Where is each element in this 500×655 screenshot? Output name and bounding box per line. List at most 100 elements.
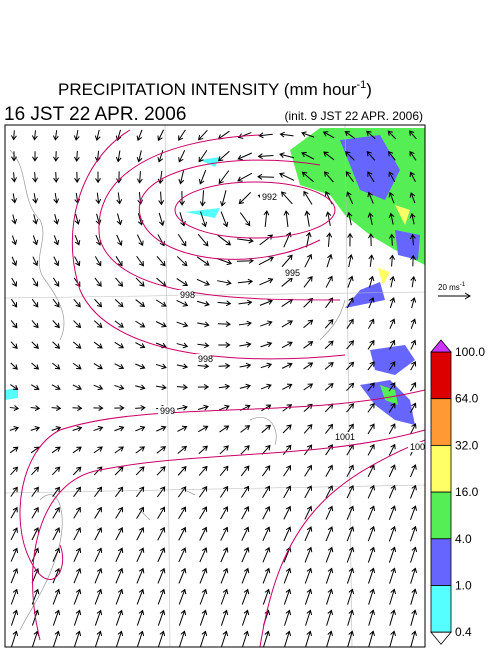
wind-arrow — [94, 588, 103, 605]
wind-arrow — [74, 213, 81, 225]
wind-arrow — [72, 405, 83, 411]
wind-arrow — [51, 425, 62, 432]
wind-arrow — [241, 567, 250, 584]
wind-arrow — [367, 443, 375, 456]
isobar-label: 998 — [198, 354, 213, 364]
wind-arrow — [304, 253, 313, 268]
wind-arrow — [346, 382, 355, 392]
wind-arrow — [178, 588, 187, 605]
wind-arrow — [93, 341, 103, 349]
wind-arrow — [283, 526, 292, 542]
isobar-label: 998 — [180, 290, 195, 300]
colorbar-label: 64.0 — [455, 392, 479, 406]
wind-arrow — [388, 150, 396, 161]
coastline — [319, 299, 346, 341]
wind-arrow — [11, 630, 19, 647]
wind-arrow — [198, 170, 207, 185]
wind-arrow — [283, 588, 292, 605]
wind-arrow — [367, 171, 375, 183]
wind-arrow — [135, 446, 146, 454]
precip-area — [378, 205, 410, 285]
precip-area — [340, 135, 420, 260]
wind-arrow — [72, 466, 82, 476]
wind-arrow — [218, 383, 231, 390]
wind-arrow — [11, 235, 18, 246]
wind-arrow — [135, 342, 146, 349]
wind-arrow — [177, 465, 187, 476]
wind-arrow — [368, 275, 375, 288]
wind-arrow — [10, 362, 18, 370]
wind-arrow — [136, 506, 144, 519]
wind-arrow — [410, 254, 416, 267]
isobar-label-bg — [178, 290, 193, 300]
wind-arrow — [32, 277, 39, 287]
wind-arrow — [367, 402, 375, 413]
colorbar-segment — [430, 538, 452, 586]
wind-arrow — [219, 485, 229, 498]
wind-arrow — [177, 486, 187, 498]
wind-arrow — [94, 609, 103, 626]
wind-arrow — [73, 320, 82, 329]
wind-arrow — [388, 423, 396, 435]
wind-arrow — [263, 210, 270, 228]
wind-arrow — [303, 424, 313, 434]
wind-arrow — [157, 150, 164, 163]
wind-arrow — [304, 588, 313, 605]
wind-arrow — [305, 609, 313, 626]
wind-arrow — [32, 214, 39, 225]
wind-arrow — [389, 254, 396, 267]
wind-arrow — [322, 131, 335, 139]
wind-arrow — [197, 384, 210, 390]
wind-arrow — [389, 567, 397, 584]
wind-arrow — [279, 172, 295, 181]
wind-arrow — [325, 464, 333, 477]
wind-arrow — [10, 506, 18, 519]
wind-arrow — [241, 506, 250, 520]
wind-arrow — [31, 130, 38, 141]
wind-arrow — [73, 567, 82, 584]
valid-time: 16 JST 22 APR. 2006 — [4, 104, 186, 125]
wind-arrow — [281, 191, 293, 205]
wind-arrow — [410, 402, 417, 413]
wind-arrow — [95, 171, 101, 184]
wind-arrow — [73, 527, 82, 541]
wind-arrow — [135, 466, 145, 476]
colorbar-label: 4.0 — [455, 532, 472, 546]
wind-arrow — [346, 211, 353, 226]
wind-arrow — [301, 151, 315, 160]
wind-arrow — [219, 465, 229, 477]
wind-arrow — [198, 465, 208, 476]
wind-arrow — [218, 404, 230, 411]
wind-arrow — [73, 547, 82, 562]
wind-arrow — [238, 320, 252, 327]
wind-arrow — [388, 484, 396, 499]
wind-arrow — [196, 300, 210, 307]
wind-arrow — [366, 130, 376, 140]
wind-arrow — [198, 129, 208, 141]
wind-arrow — [346, 403, 355, 413]
wind-arrow — [176, 363, 189, 370]
wind-arrow — [283, 485, 292, 499]
wind-arrow — [281, 320, 294, 328]
wind-arrow — [409, 171, 416, 182]
wind-arrow — [176, 299, 189, 307]
wind-arrow — [237, 237, 254, 244]
wind-arrow — [410, 505, 417, 521]
wind-arrow — [237, 172, 253, 182]
wind-arrow — [325, 275, 333, 288]
wind-arrow — [155, 363, 167, 370]
wind-arrow — [135, 425, 146, 432]
wind-arrow — [387, 130, 397, 140]
wind-arrow — [155, 384, 167, 391]
wind-arrow — [136, 150, 143, 163]
wind-arrow — [410, 423, 417, 435]
wind-arrow — [114, 363, 125, 370]
wind-arrow — [32, 193, 39, 204]
wind-arrow — [410, 484, 417, 499]
wind-arrow — [52, 341, 61, 349]
isobar-label-bg — [196, 354, 211, 364]
wind-arrow — [239, 341, 252, 348]
wind-arrow — [157, 526, 166, 541]
isobar-label: 1001 — [335, 432, 355, 442]
wind-arrow — [410, 360, 417, 371]
